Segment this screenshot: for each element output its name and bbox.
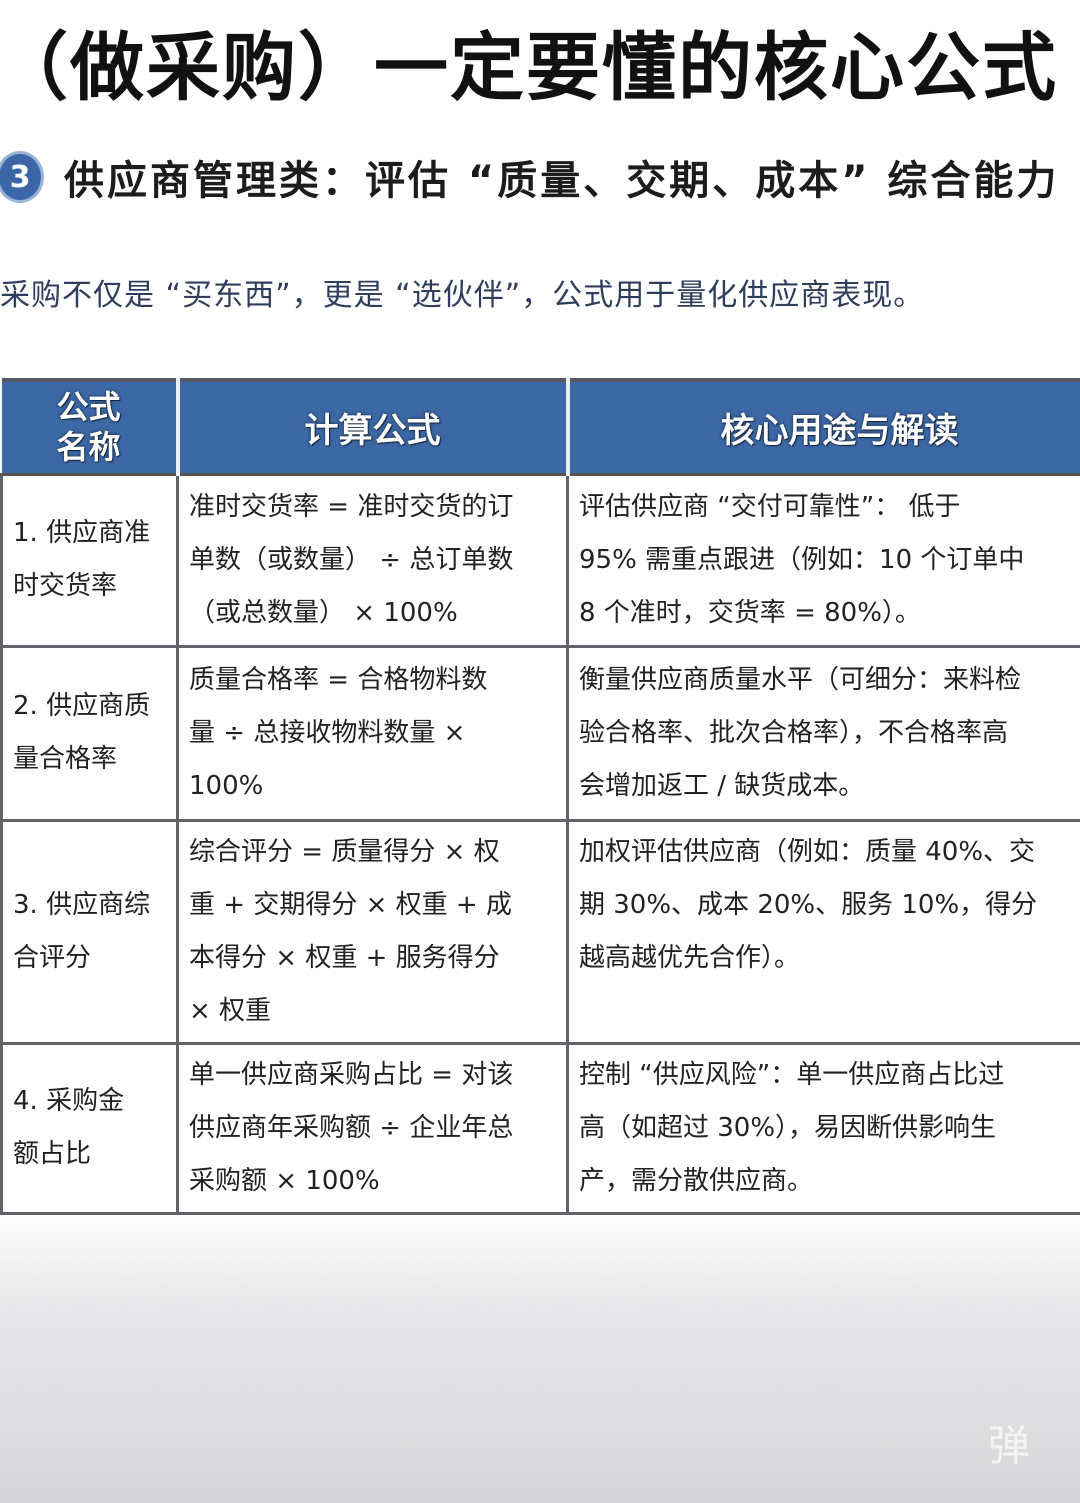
cell-line: 100% xyxy=(189,770,264,801)
cell-line: 时交货率 xyxy=(13,571,118,601)
header-formula-name: 公式名称 xyxy=(1,378,180,476)
cell-line: 2. 供应商质 xyxy=(13,691,151,721)
formula-table: 公式名称 计算公式 核心用途与解读 1. 供应商准 时交货率 准时交货率 = 准时交… xyxy=(0,378,1080,1215)
cell-line: 质量合格率 = 合格物料数 xyxy=(189,664,488,695)
cell-line: 评估供应商 “交付可靠性”： 低于 xyxy=(579,491,961,522)
intro-text: 采购不仅是 “买东西”，更是 “选伙伴”，公式用于量化供应商表现。 xyxy=(0,278,925,313)
cell-line: 验合格率、批次合格率），不合格率高 xyxy=(579,717,1009,748)
page-title: （做采购）一定要懂的核心公式 xyxy=(0,25,1058,111)
table-row: 1. 供应商准 时交货率 准时交货率 = 准时交货的订 单数（或数量） ÷ 总订单数（… xyxy=(0,472,1080,648)
section-number-badge: 3 xyxy=(0,151,44,203)
section-title: 供应商管理类：评估 “质量、交期、成本” 综合能力 xyxy=(64,158,1060,204)
cell-line: 衡量供应商质量水平（可细分：来料检 xyxy=(579,664,1022,695)
cell-line: 单数（或数量） ÷ 总订单数 xyxy=(189,544,514,575)
cell-line: 8 个准时，交货率 = 80%）。 xyxy=(579,597,921,628)
cell-line: 额占比 xyxy=(13,1139,92,1169)
cell-line: 重 + 交期得分 × 权重 + 成 xyxy=(189,889,512,920)
formula-cell: 准时交货率 = 准时交货的订 单数（或数量） ÷ 总订单数 （或总数量） × 100… xyxy=(176,472,569,648)
cell-line: 量 ÷ 总接收物料数量 × xyxy=(189,717,466,748)
usage-cell: 评估供应商 “交付可靠性”： 低于 95% 需重点跟进（例如：10 个订单中 8 个… xyxy=(566,472,1080,648)
cell-line: 控制 “供应风险”：单一供应商占比过 xyxy=(579,1059,1005,1090)
usage-cell: 控制 “供应风险”：单一供应商占比过 高（如超过 30%），易因断供影响生 产，需分… xyxy=(566,1041,1080,1215)
cell-line: 会增加返工 / 缺货成本。 xyxy=(579,770,865,801)
table-row: 4. 采购金 额占比 单一供应商采购占比 = 对该 供应商年采购额 ÷ 企业年总 采购额… xyxy=(0,1041,1080,1215)
cell-line: 综合评分 = 质量得分 × 权 xyxy=(189,836,500,867)
cell-line: 采购额 × 100% xyxy=(189,1165,380,1196)
formula-name-cell: 1. 供应商准 时交货率 xyxy=(0,472,179,648)
section-heading: 3 供应商管理类：评估 “质量、交期、成本” 综合能力 xyxy=(0,148,1059,206)
formula-name-cell: 2. 供应商质 量合格率 xyxy=(0,644,179,822)
formula-cell: 综合评分 = 质量得分 × 权重 + 交期得分 × 权重 + 成本得分 × 权重… xyxy=(176,818,569,1045)
cell-line: 本得分 × 权重 + 服务得分 xyxy=(189,942,500,973)
cell-line: 加权评估供应商（例如：质量 40%、交 xyxy=(579,836,1036,867)
cell-line: 准时交货率 = 准时交货的订 xyxy=(189,491,514,522)
cell-line: × 权重 xyxy=(189,995,272,1026)
cell-line: 产，需分散供应商。 xyxy=(579,1165,814,1196)
cell-line: 4. 采购金 xyxy=(13,1086,125,1116)
formula-name-cell: 4. 采购金 额占比 xyxy=(0,1041,179,1215)
table-row: 2. 供应商质 量合格率 质量合格率 = 合格物料数量 ÷ 总接收物料数量 × 100… xyxy=(0,644,1080,822)
formula-cell: 质量合格率 = 合格物料数量 ÷ 总接收物料数量 × 100% xyxy=(176,644,569,822)
cell-line: 越高越优先合作）。 xyxy=(579,942,801,973)
cell-line: 3. 供应商综 xyxy=(13,889,151,920)
cell-line: 95% 需重点跟进（例如：10 个订单中 xyxy=(579,544,1025,575)
cell-line: 高（如超过 30%），易因断供影响生 xyxy=(579,1112,997,1143)
formula-name-cell: 3. 供应商综 合评分 xyxy=(0,818,179,1045)
table-row: 3. 供应商综 合评分 综合评分 = 质量得分 × 权重 + 交期得分 × 权重 +… xyxy=(0,818,1080,1045)
danmaku-icon[interactable]: 弹 xyxy=(988,1421,1031,1470)
header-formula: 计算公式 xyxy=(177,378,570,476)
cell-line: 供应商年采购额 ÷ 企业年总 xyxy=(189,1112,514,1143)
cell-line: 单一供应商采购占比 = 对该 xyxy=(189,1059,514,1090)
cell-line: 合评分 xyxy=(13,942,92,973)
header-formula-name-label: 公式名称 xyxy=(56,388,121,467)
cell-line: 1. 供应商准 xyxy=(13,518,151,548)
usage-cell: 加权评估供应商（例如：质量 40%、交期 30%、成本 20%、服务 10%，得… xyxy=(566,818,1080,1045)
formula-cell: 单一供应商采购占比 = 对该 供应商年采购额 ÷ 企业年总 采购额 × 100% xyxy=(176,1041,569,1215)
header-usage: 核心用途与解读 xyxy=(567,378,1080,476)
cell-line: 量合格率 xyxy=(13,744,118,774)
cell-line: （或总数量） × 100% xyxy=(189,597,458,628)
cell-line: 期 30%、成本 20%、服务 10%，得分 xyxy=(579,889,1038,920)
usage-cell: 衡量供应商质量水平（可细分：来料检 验合格率、批次合格率），不合格率高 会增加返工 … xyxy=(566,644,1080,822)
